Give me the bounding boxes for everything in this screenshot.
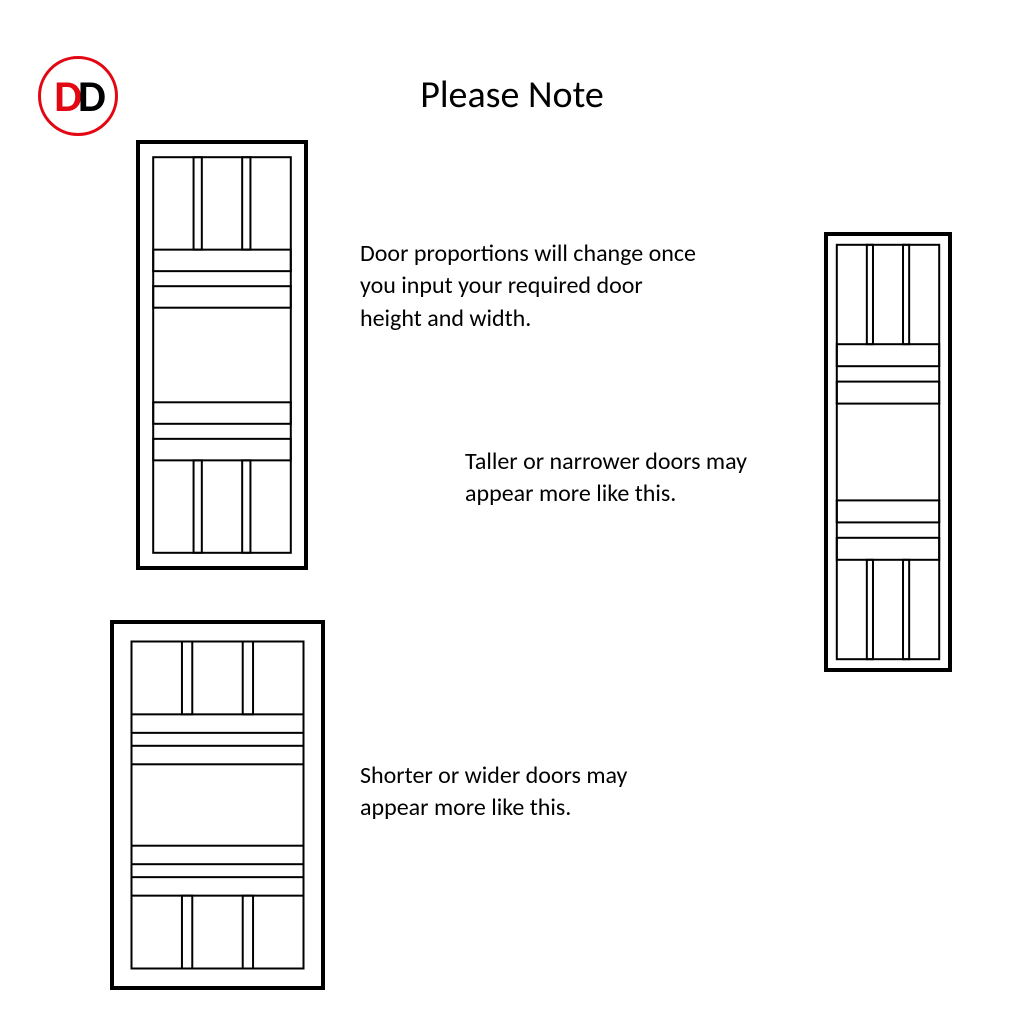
door-diagram-tall	[824, 232, 952, 672]
brand-logo: DD	[38, 56, 118, 136]
caption-main: Door proportions will change once you in…	[360, 238, 700, 335]
page-title: Please Note	[312, 72, 712, 118]
door-diagram-standard	[136, 140, 308, 570]
door-diagram-short	[110, 620, 325, 990]
caption-short: Shorter or wider doors may appear more l…	[360, 760, 700, 825]
logo-letter-1: D	[54, 69, 78, 123]
caption-tall: Taller or narrower doors may appear more…	[465, 446, 795, 511]
logo-letter-2: D	[78, 69, 102, 123]
